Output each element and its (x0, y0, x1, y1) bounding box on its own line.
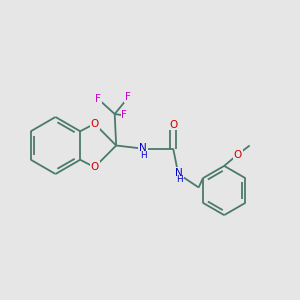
Text: F: F (125, 92, 131, 103)
Text: N: N (175, 167, 183, 178)
Text: H: H (176, 175, 182, 184)
Text: F: F (95, 94, 101, 104)
Text: O: O (234, 149, 242, 160)
Text: O: O (91, 119, 99, 129)
Text: F: F (121, 110, 127, 121)
Text: O: O (169, 119, 177, 130)
Text: O: O (91, 162, 99, 172)
Text: N: N (139, 142, 147, 153)
Text: H: H (140, 151, 146, 160)
